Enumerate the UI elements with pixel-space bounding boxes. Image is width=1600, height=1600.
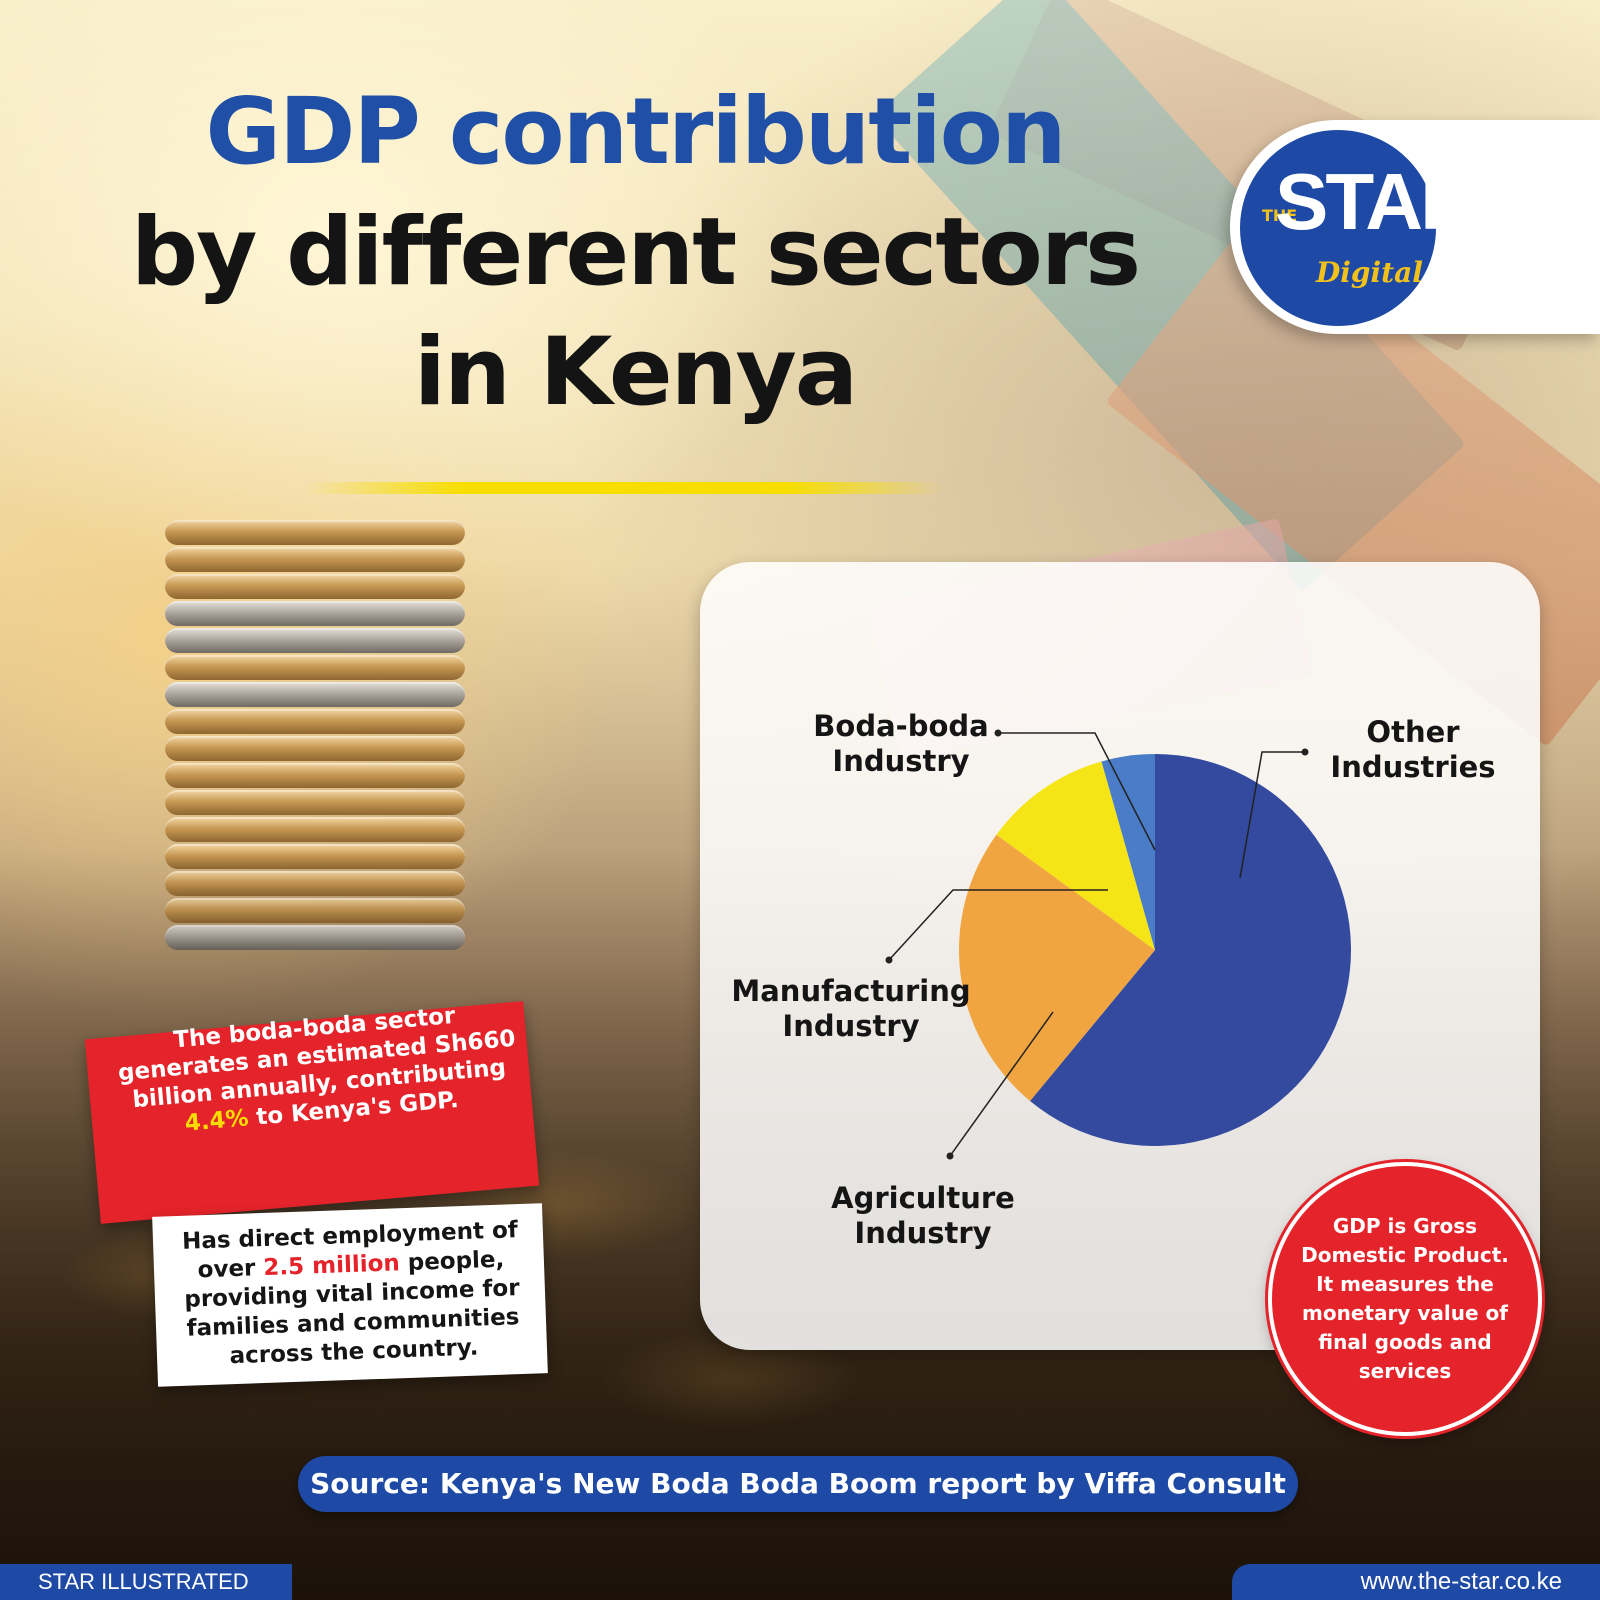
logo-star-text: STAR (1275, 157, 1478, 246)
title-line-3: in Kenya (413, 318, 858, 427)
logo-digital-text: Digital (1316, 256, 1423, 289)
title-underline (305, 482, 945, 494)
logo-the-text: THE (1262, 206, 1298, 225)
gdp-definition-text: GDP is Gross Domestic Product. It measur… (1301, 1214, 1509, 1383)
star-digital-logo (1240, 130, 1436, 326)
footer-website-link[interactable]: www.the-star.co.ke (1232, 1564, 1600, 1600)
source-banner: Source: Kenya's New Boda Boda Boom repor… (298, 1456, 1298, 1512)
employment-fact-text: Has direct employment of over 2.5 millio… (160, 1215, 545, 1373)
title-line-2: by different sectors (130, 198, 1141, 307)
gdp-definition-badge: GDP is Gross Domestic Product. It measur… (1268, 1162, 1542, 1436)
footer-credit: STAR ILLUSTRATED (0, 1564, 292, 1600)
title-line-1: GDP contribution (205, 78, 1066, 185)
fact-highlight-percent: 4.4% (183, 1105, 250, 1137)
fact-highlight-employment: 2.5 million (262, 1250, 401, 1282)
